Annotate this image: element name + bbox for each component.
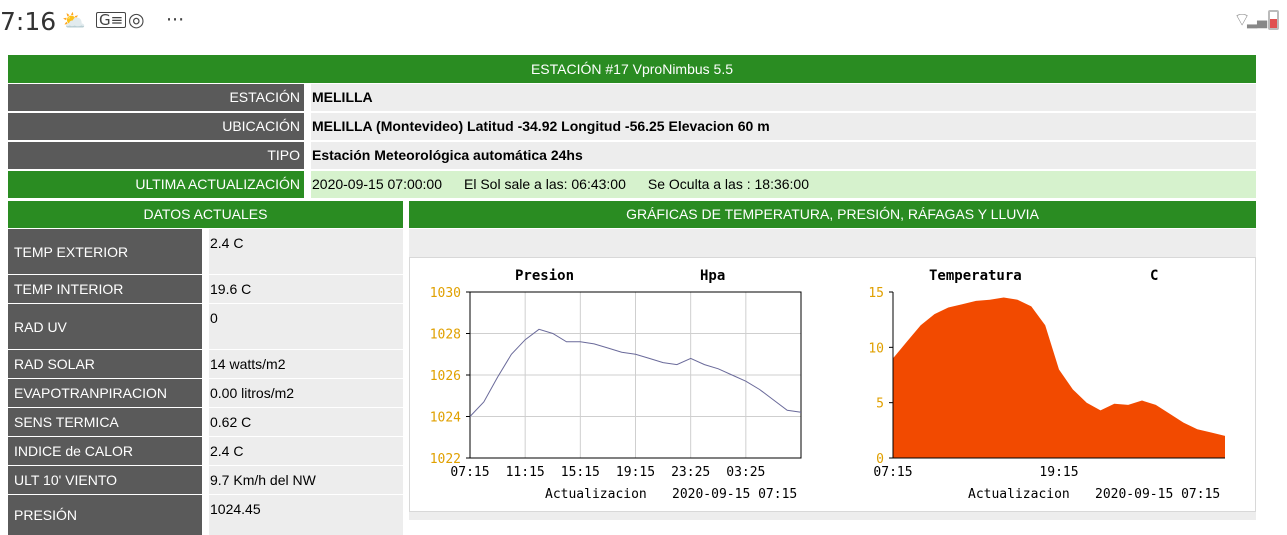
more-icon: ··· — [166, 9, 185, 31]
info-label: ESTACIÓN — [8, 84, 304, 111]
temperature-y-ticks: 15 10 5 0 — [868, 286, 893, 467]
data-label: RAD SOLAR — [8, 350, 202, 378]
pressure-x-tick-label: 11:15 — [506, 465, 545, 480]
data-row: RAD SOLAR 14 watts/m2 — [8, 350, 403, 378]
battery-icon — [1268, 10, 1279, 30]
temperature-x-ticks: 07:15 19:15 — [873, 465, 1078, 480]
pressure-x-ticks: 07:15 11:15 15:15 19:15 23:25 03:25 — [450, 465, 765, 480]
data-row: RAD UV 0 — [8, 304, 403, 349]
data-value: 0.00 litros/m2 — [209, 379, 403, 407]
temperature-x-tick-label: 19:15 — [1039, 465, 1078, 480]
pressure-x-tick-label: 23:25 — [671, 465, 710, 480]
info-row-station: ESTACIÓN MELILLA — [8, 84, 1256, 111]
data-label: SENS TERMICA — [8, 408, 202, 436]
data-value: 14 watts/m2 — [209, 350, 403, 378]
graphs-toolbar — [409, 229, 1256, 257]
pressure-y-ticks: 1030 1028 1026 1024 1022 — [430, 286, 470, 467]
station-header: ESTACIÓN #17 VproNimbus 5.5 — [8, 55, 1256, 83]
data-label: RAD UV — [8, 304, 202, 349]
info-value: MELILLA — [311, 84, 1256, 111]
temperature-y-tick-label: 10 — [868, 341, 884, 356]
data-value: 2.4 C — [209, 229, 403, 274]
temperature-footer-label: Actualizacion — [968, 487, 1070, 502]
pressure-chart-unit: Hpa — [700, 268, 725, 284]
graphs-header: GRÁFICAS DE TEMPERATURA, PRESIÓN, RÁFAGA… — [409, 201, 1256, 228]
status-time: 7:16 — [0, 7, 57, 36]
data-label: INDICE de CALOR — [8, 437, 202, 465]
temperature-chart-unit: C — [1150, 268, 1158, 284]
pressure-x-tick-label: 15:15 — [561, 465, 600, 480]
temperature-y-tick-label: 0 — [876, 452, 884, 467]
pressure-x-tick-label: 19:15 — [616, 465, 655, 480]
signal-icon: ▂▄ — [1247, 14, 1267, 29]
info-label: TIPO — [8, 142, 304, 169]
info-row-location: UBICACIÓN MELILLA (Montevideo) Latitud -… — [8, 113, 1256, 140]
data-value: 2.4 C — [209, 437, 403, 465]
data-row: PRESIÓN 1024.45 — [8, 495, 403, 535]
info-label: UBICACIÓN — [8, 113, 304, 140]
temperature-y-tick-label: 5 — [876, 397, 884, 412]
data-value: 19.6 C — [209, 275, 403, 303]
sunrise-time: El Sol sale a las: 06:43:00 — [464, 176, 626, 192]
charts-svg: Presion Hpa 1030 1028 1026 1024 1022 07:15 11… — [430, 268, 1225, 502]
graphs-title: GRÁFICAS DE TEMPERATURA, PRESIÓN, RÁFAGA… — [626, 206, 1039, 222]
data-label: PRESIÓN — [8, 495, 202, 535]
charts-panel: Presion Hpa 1030 1028 1026 1024 1022 07:15 11… — [409, 257, 1256, 512]
data-row: ULT 10' VIENTO 9.7 Km/h del NW — [8, 466, 403, 494]
temperature-footer-date: 2020-09-15 07:15 — [1095, 487, 1220, 502]
temperature-series-area — [893, 297, 1225, 458]
pressure-y-tick-label: 1028 — [430, 328, 461, 343]
data-row: SENS TERMICA 0.62 C — [8, 408, 403, 436]
temperature-y-tick-label: 15 — [868, 286, 884, 301]
data-value: 0.62 C — [209, 408, 403, 436]
data-value: 0 — [209, 304, 403, 349]
temperature-chart: Temperatura C 15 10 5 0 07:15 19:15 Actualiz… — [868, 268, 1225, 502]
data-value: 1024.45 — [209, 495, 403, 535]
pressure-y-tick-label: 1024 — [430, 411, 461, 426]
temperature-chart-title: Temperatura — [929, 268, 1022, 284]
sunset-time: Se Oculta a las : 18:36:00 — [647, 176, 809, 192]
sync-icon: ◎ — [128, 9, 145, 31]
update-value: 2020-09-15 07:00:00 El Sol sale a las: 06… — [311, 171, 1256, 198]
news-icon: G≡ — [96, 12, 127, 28]
pressure-series-line — [469, 328, 802, 417]
temperature-x-tick-label: 07:15 — [873, 465, 912, 480]
data-row: INDICE de CALOR 2.4 C — [8, 437, 403, 465]
info-value: MELILLA (Montevideo) Latitud -34.92 Long… — [311, 113, 1256, 140]
update-label: ULTIMA ACTUALIZACIÓN — [8, 171, 304, 198]
pressure-grid — [470, 291, 801, 459]
current-data-header: DATOS ACTUALES — [8, 201, 403, 228]
station-title: ESTACIÓN #17 VproNimbus 5.5 — [530, 61, 734, 77]
pressure-x-tick-label: 07:15 — [450, 465, 489, 480]
data-value: 9.7 Km/h del NW — [209, 466, 403, 494]
pressure-x-tick-label: 03:25 — [726, 465, 765, 480]
wifi-icon: ⌔ — [1233, 9, 1251, 31]
info-row-last-update: ULTIMA ACTUALIZACIÓN 2020-09-15 07:00:00… — [8, 171, 1256, 198]
info-value: Estación Meteorológica automática 24hs — [311, 142, 1256, 169]
data-label: ULT 10' VIENTO — [8, 466, 202, 494]
pressure-chart-title: Presion — [515, 268, 574, 284]
graphs-footer-bar — [409, 512, 1256, 520]
data-row: TEMP EXTERIOR 2.4 C — [8, 229, 403, 274]
status-bar: 7:16 ⛅ G≡ ◎ ··· ⌔ ▂▄ — [0, 0, 1287, 44]
info-row-type: TIPO Estación Meteorológica automática 2… — [8, 142, 1256, 169]
data-label: TEMP EXTERIOR — [8, 229, 202, 274]
pressure-y-tick-label: 1030 — [430, 286, 461, 301]
pressure-y-tick-label: 1022 — [430, 452, 461, 467]
data-label: TEMP INTERIOR — [8, 275, 202, 303]
data-row: TEMP INTERIOR 19.6 C — [8, 275, 403, 303]
update-datetime: 2020-09-15 07:00:00 — [312, 176, 442, 192]
weather-icon: ⛅ — [62, 10, 86, 32]
data-row: EVAPOTRANPIRACION 0.00 litros/m2 — [8, 379, 403, 407]
pressure-y-tick-label: 1026 — [430, 369, 461, 384]
data-label: EVAPOTRANPIRACION — [8, 379, 202, 407]
pressure-footer-date: 2020-09-15 07:15 — [672, 487, 797, 502]
pressure-chart: Presion Hpa 1030 1028 1026 1024 1022 07:15 11… — [430, 268, 802, 502]
current-data-title: DATOS ACTUALES — [143, 206, 268, 222]
pressure-footer-label: Actualizacion — [545, 487, 647, 502]
